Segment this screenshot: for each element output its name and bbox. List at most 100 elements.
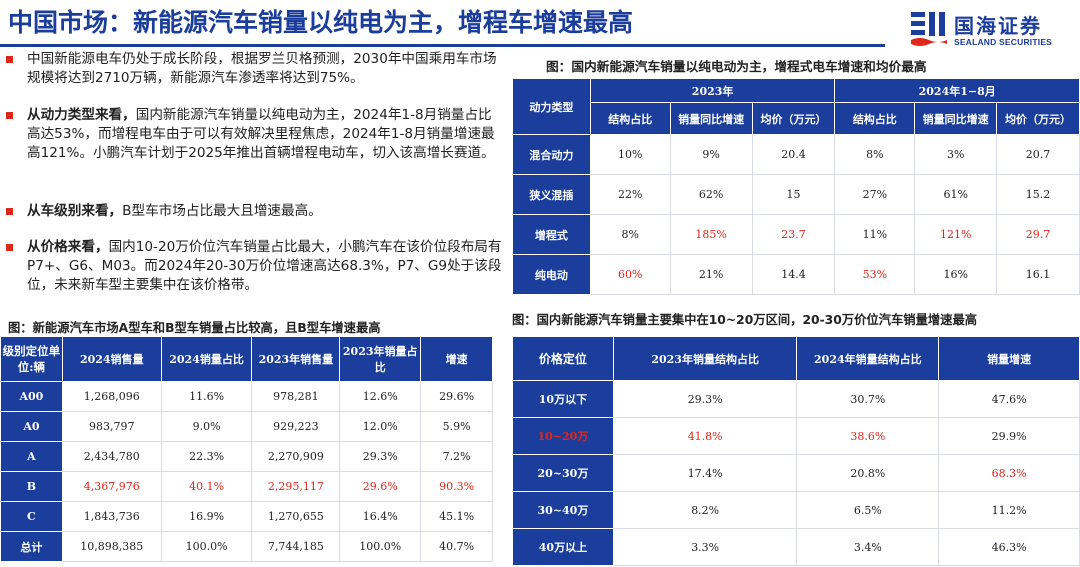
table-cell: 53% [834,254,916,295]
price-band-table: 价格定位 2023年销量结构占比 2024年销量结构占比 销量增速 10万以下 … [512,336,1080,566]
table-cell: 20.4 [751,134,836,175]
page-title: 中国市场：新能源汽车销量以纯电为主，增程车增速最高 [8,8,634,37]
logo-english-name: SEALAND SECURITIES [954,37,1053,47]
table-cell: 29.3% [612,380,798,418]
table-cell: 8.2% [612,491,798,529]
table-cell: 983,797 [61,411,162,442]
table-cell: 41.8% [612,417,798,455]
table-cell: 29.7 [996,214,1080,255]
table3-header: 销量增速 [938,336,1080,381]
table-cell: 1,268,096 [61,381,162,412]
row-label: A0 [0,411,63,442]
table-cell: 16% [914,254,998,295]
table-row: 10~20万 41.8% 38.6% 29.9% [512,417,1080,455]
title-divider [0,44,885,47]
vehicle-class-table: 级别定位单位:辆 2024销售量 2024销量占比 2023年销售量 2023年… [0,336,493,562]
row-label: B [0,471,63,502]
table-cell: 14.4 [751,254,836,295]
table-cell: 100.0% [160,531,253,562]
table-cell: 45.1% [420,501,493,532]
table-row: 增程式 8% 185% 23.7 11% 121% 29.7 [512,214,1080,255]
table-cell: 978,281 [251,381,341,412]
table1-header: 2024销量占比 [160,336,253,382]
row-label: 混合动力 [512,134,591,175]
table2-subheader: 结构占比 [589,102,671,135]
table-cell: 121% [914,214,998,255]
table-cell: 46.3% [938,528,1080,566]
powertrain-table: 动力类型 2023年 2024年1−8月 结构占比 销量同比增速 均价（万元） … [512,78,1080,295]
table-cell: 7,744,185 [251,531,341,562]
bullet-text: 国内10-20万价位汽车销量占比最大，小鹏汽车在该价位段布局有P7+、G6、M0… [27,239,502,293]
table-cell: 60% [589,254,671,295]
table-row: 20~30万 17.4% 20.8% 68.3% [512,454,1080,492]
bullet-icon [6,56,13,63]
table-cell: 23.7 [751,214,836,255]
table1-header: 2023年销量占比 [339,336,422,382]
table-row: 狭义混插 22% 62% 15 27% 61% 15.2 [512,174,1080,215]
bullet-bold: 从动力类型来看， [27,107,136,123]
table-cell: 4,367,976 [61,471,162,502]
table-cell: 27% [834,174,916,215]
row-label: 30~40万 [512,491,614,529]
table-cell: 22.3% [160,441,253,472]
table-row: 10万以下 29.3% 30.7% 47.6% [512,380,1080,418]
row-label: 狭义混插 [512,174,591,215]
table-cell: 11.2% [938,491,1080,529]
table-cell: 9.0% [160,411,253,442]
bullet-bold: 从价格来看， [27,239,109,255]
table-cell: 61% [914,174,998,215]
table3-header: 2024年销量结构占比 [796,336,940,381]
table-cell: 29.6% [420,381,493,412]
table2-corner: 动力类型 [512,78,591,135]
table-cell: 2,295,117 [251,471,341,502]
table-cell: 2,270,909 [251,441,341,472]
table-cell: 10,898,385 [61,531,162,562]
table-row: A0 983,797 9.0% 929,223 12.0% 5.9% [0,411,493,442]
table-cell: 1,843,736 [61,501,162,532]
table-cell: 11% [834,214,916,255]
bullet-text: 国内新能源汽车销量以纯电动为主，2024年1-8月销量占比高达53%，而增程电车… [27,107,495,161]
table2-subheader: 销量同比增速 [669,102,753,135]
table2-subheader: 均价（万元） [751,102,836,135]
bullet-icon [6,244,13,251]
table-cell: 185% [669,214,753,255]
table-cell: 929,223 [251,411,341,442]
table-cell: 20.8% [796,454,940,492]
table-cell: 3.4% [796,528,940,566]
table-row: A 2,434,780 22.3% 2,270,909 29.3% 7.2% [0,441,493,472]
bullet-bold: 从车级别来看， [27,203,123,219]
table-cell: 12.0% [339,411,422,442]
table-cell: 10% [589,134,671,175]
table-cell: 6.5% [796,491,940,529]
table3-header: 价格定位 [512,336,614,381]
table-cell: 68.3% [938,454,1080,492]
table1-header: 2023年销售量 [251,336,341,382]
table1-header: 增速 [420,336,493,382]
table-cell: 47.6% [938,380,1080,418]
bullet-icon [6,208,13,215]
company-logo: 国海证券 SEALAND SECURITIES [910,8,1075,50]
table-cell: 8% [834,134,916,175]
table-cell: 29.3% [339,441,422,472]
row-label: A00 [0,381,63,412]
table-cell: 11.6% [160,381,253,412]
row-label: 10万以下 [512,380,614,418]
table-cell: 38.6% [796,417,940,455]
row-label: 20~30万 [512,454,614,492]
table-cell: 17.4% [612,454,798,492]
table-cell: 12.6% [339,381,422,412]
row-label: 40万以上 [512,528,614,566]
table-row: B 4,367,976 40.1% 2,295,117 29.6% 90.3% [0,471,493,502]
table-cell: 5.9% [420,411,493,442]
table2-group-header: 2023年 [589,78,836,103]
table-cell: 3% [914,134,998,175]
table-cell: 3.3% [612,528,798,566]
table-row: 总计 10,898,385 100.0% 7,744,185 100.0% 40… [0,531,493,562]
row-label: C [0,501,63,532]
table2-group-header: 2024年1−8月 [834,78,1080,103]
table-cell: 9% [669,134,753,175]
table-cell: 40.7% [420,531,493,562]
table1-header: 级别定位单位:辆 [0,336,63,382]
table-cell: 15.2 [996,174,1080,215]
table-cell: 62% [669,174,753,215]
